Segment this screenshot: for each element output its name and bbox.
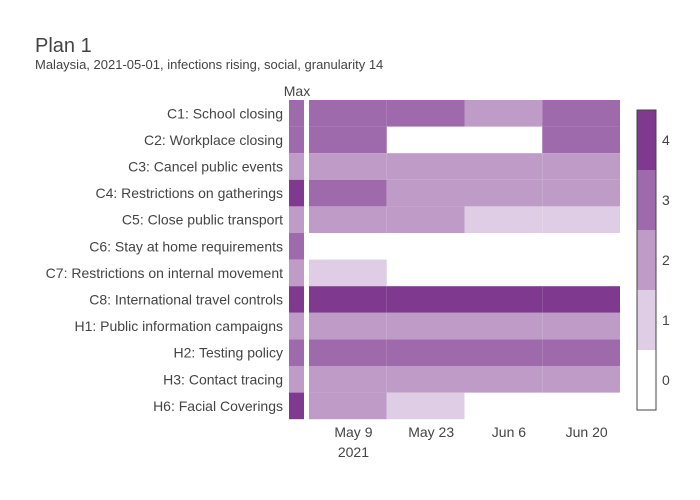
x-tick-sublabel: 2021 [338,444,369,460]
row-label: C8: International travel controls [89,292,283,308]
max-cell [289,259,304,287]
heat-cell [542,206,620,233]
heat-cell [309,366,387,393]
heat-cell [542,126,620,154]
max-cell [289,366,304,393]
heat-cell [464,179,543,207]
colorbar-band [637,230,656,290]
row-label: H3: Contact tracing [163,371,283,387]
x-tick-label: Jun 6 [492,424,526,440]
colorbar-band [637,350,656,410]
row-label: C2: Workplace closing [144,132,283,148]
chart-title: Plan 1 [35,35,92,57]
max-cell [289,392,304,420]
row-label: C1: School closing [167,105,283,121]
heat-cell [464,153,543,180]
heat-cell [542,339,620,366]
colorbar-band [637,110,656,170]
heat-cell [386,286,465,313]
row-label: H6: Facial Coverings [153,398,283,414]
heat-cell [542,179,620,207]
heat-cell [542,312,620,340]
heat-cell [309,259,387,287]
colorbar-tick-label: 4 [662,132,670,148]
max-cell [289,179,304,207]
heat-cell [386,179,465,207]
row-label: C4: Restrictions on gatherings [95,185,283,201]
heat-cell [464,366,543,393]
colorbar-tick-label: 0 [662,372,670,388]
heat-cell [309,100,387,127]
heat-cell [309,286,387,313]
max-cell [289,100,304,127]
max-column [289,100,304,420]
max-cell [289,206,304,233]
max-cell [289,126,304,154]
row-label: C7: Restrictions on internal movement [46,265,283,281]
heat-cell [386,366,465,393]
heat-cell [542,100,620,127]
max-cell [289,233,304,260]
max-column-label: Max [284,83,310,99]
x-tick-label: May 9 [334,424,372,440]
row-label: C3: Cancel public events [128,159,283,175]
heatmap-cells [309,100,620,420]
heat-cell [464,100,543,127]
heat-cell [309,153,387,180]
row-labels: C1: School closing C2: Workplace closing C… [46,105,283,414]
heat-cell [464,339,543,366]
colorbar-tick-label: 1 [662,312,670,328]
x-tick-label: Jun 20 [566,424,608,440]
heat-cell [464,286,543,313]
heat-cell [542,153,620,180]
heat-cell [386,206,465,233]
x-tick-label: May 23 [408,424,454,440]
heat-cell [464,312,543,340]
heat-cell [309,339,387,366]
max-cell [289,339,304,366]
heat-cell [386,153,465,180]
max-cell [289,286,304,313]
colorbar-band [637,290,656,350]
colorbar-tick-label: 2 [662,252,670,268]
x-axis-ticks: May 9 2021 May 23 Jun 6 Jun 20 [334,424,608,460]
max-cell [289,153,304,180]
row-label: H1: Public information campaigns [74,318,283,334]
heat-cell [309,126,387,154]
heat-cell [542,366,620,393]
heat-cell [386,100,465,127]
colorbar-outline [636,109,657,411]
heat-cell [464,206,543,233]
chart-subtitle: Malaysia, 2021-05-01, infections rising,… [35,57,383,72]
heat-cell [386,392,465,420]
heat-cell [542,286,620,313]
heat-cell [309,206,387,233]
row-label: C6: Stay at home requirements [89,238,283,254]
heat-cell [309,312,387,340]
heat-cell [309,392,387,420]
max-cell [289,312,304,340]
heat-cell [386,312,465,340]
heat-cell [309,179,387,207]
colorbar-band [637,170,656,230]
row-label: H2: Testing policy [174,345,283,361]
colorbar-tick-label: 3 [662,192,670,208]
heat-cell [386,339,465,366]
colorbar: 0 1 2 3 4 [636,109,670,411]
row-label: C5: Close public transport [122,212,283,228]
